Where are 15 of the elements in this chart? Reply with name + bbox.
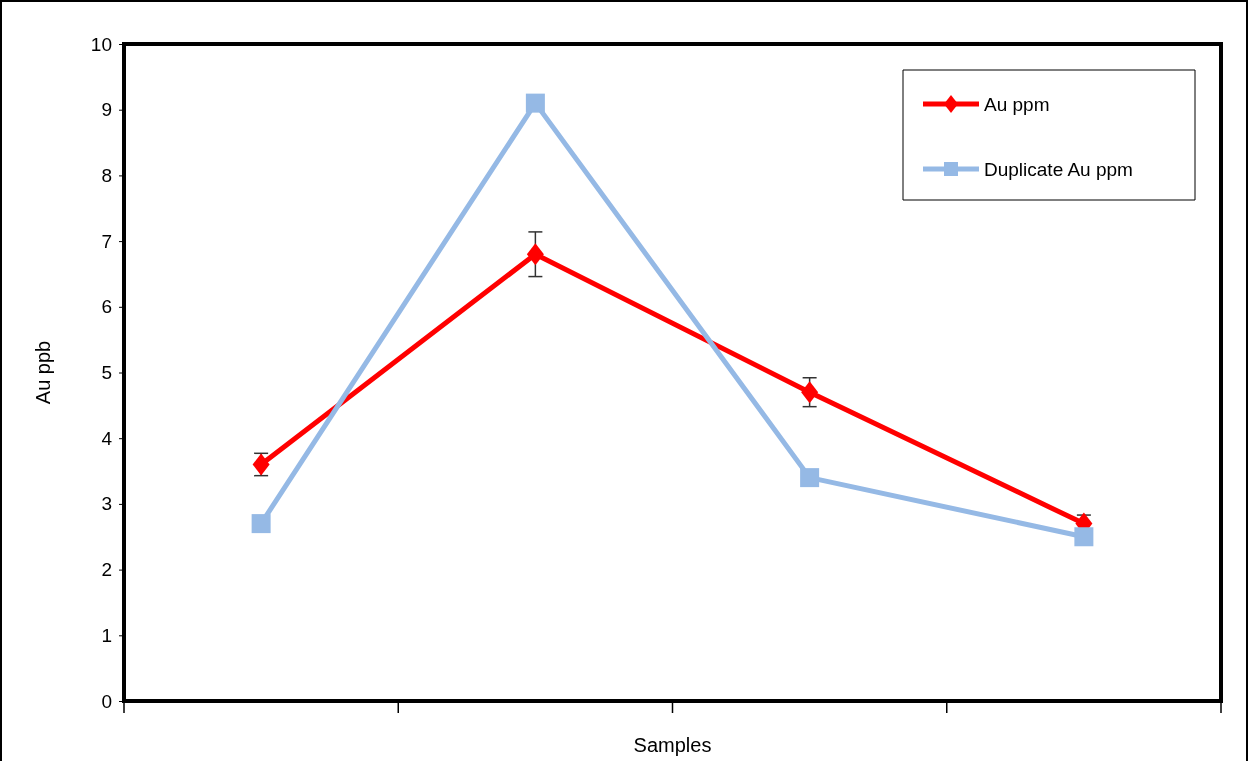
y-tick-label: 9 — [101, 99, 112, 121]
y-tick-label: 1 — [101, 624, 112, 646]
y-axis-title: Au ppb — [32, 340, 54, 405]
y-tick-label: 7 — [101, 230, 112, 252]
x-axis-title: Samples — [633, 734, 712, 756]
y-tick-label: 2 — [101, 559, 112, 581]
y-tick-label: 10 — [90, 33, 112, 55]
y-tick-label: 8 — [101, 164, 112, 186]
y-tick-label: 6 — [101, 296, 112, 318]
y-tick-label: 3 — [101, 493, 112, 515]
y-tick-label: 0 — [101, 690, 112, 712]
y-tick-label: 5 — [101, 362, 112, 384]
legend-label: Au ppm — [984, 94, 1050, 115]
y-tick-label: 4 — [101, 427, 113, 449]
legend-label: Duplicate Au ppm — [984, 159, 1133, 180]
